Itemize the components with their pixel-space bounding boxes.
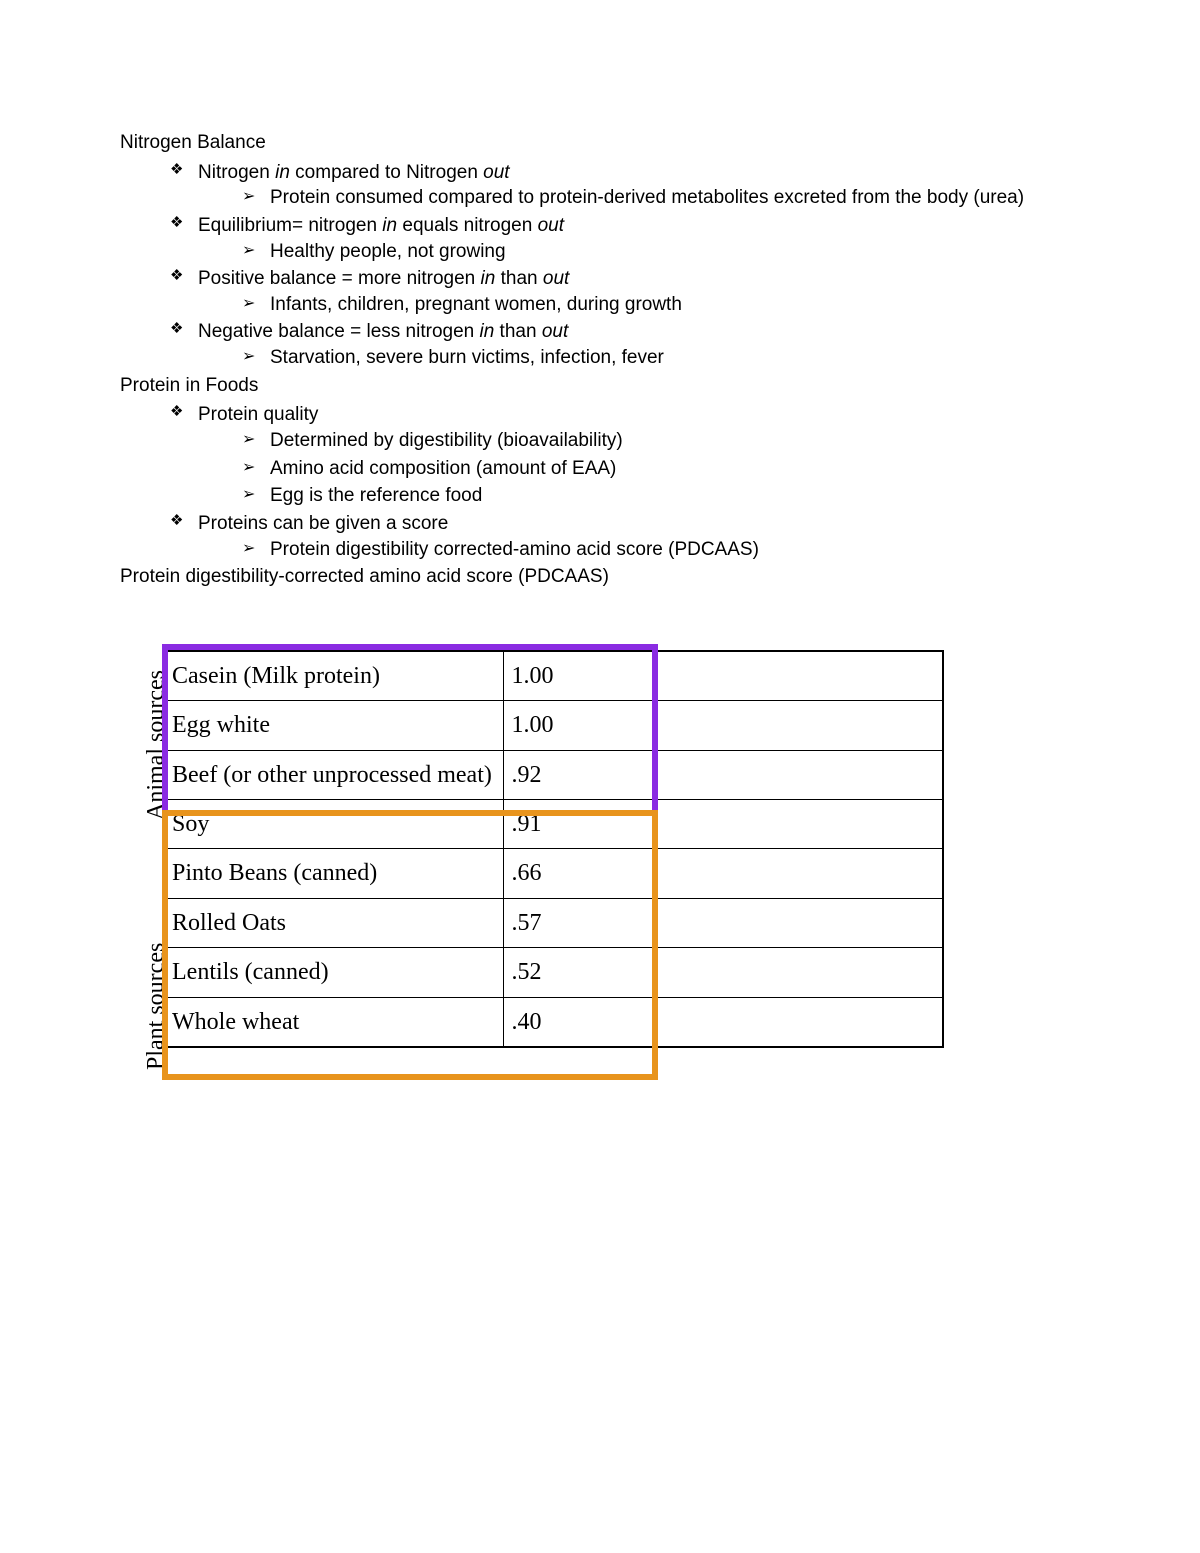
table-row: Whole wheat.40 [163,997,943,1047]
nitrogen-list: Nitrogen in compared to Nitrogen outProt… [120,160,1080,371]
sub-list: Protein consumed compared to protein-der… [198,185,1080,211]
animal-sources-label: Animal sources [140,670,172,820]
food-name-cell: Rolled Oats [163,898,503,947]
bullet-item: Proteins can be given a score Protein dig… [170,511,1080,562]
bullet-text: Negative balance = less nitrogen in than… [198,321,568,342]
score-cell: .57 [503,898,653,947]
sub-list: Protein digestibility corrected-amino ac… [198,537,1080,563]
food-name-cell: Lentils (canned) [163,948,503,997]
sub-list: Determined by digestibility (bioavailabi… [198,428,1080,509]
bullet-item: Negative balance = less nitrogen in than… [170,319,1080,370]
sub-item: Infants, children, pregnant women, durin… [242,292,1080,318]
bullet-text: Equilibrium= nitrogen in equals nitrogen… [198,215,564,236]
empty-cell [653,701,943,750]
food-name-cell: Casein (Milk protein) [163,651,503,701]
sub-item: Protein digestibility corrected-amino ac… [242,537,1080,563]
sub-item: Amino acid composition (amount of EAA) [242,456,1080,482]
pdcaas-table: Casein (Milk protein)1.00Egg white1.00Be… [162,650,944,1048]
pdcaas-heading: Protein digestibility-corrected amino ac… [120,564,1080,590]
table-row: Egg white1.00 [163,701,943,750]
bullet-item: Nitrogen in compared to Nitrogen outProt… [170,160,1080,211]
bullet-text: Protein quality [198,404,318,425]
table-row: Soy.91 [163,800,943,849]
sub-item: Healthy people, not growing [242,239,1080,265]
food-name-cell: Pinto Beans (canned) [163,849,503,898]
plant-sources-label: Plant sources [140,943,172,1070]
food-name-cell: Egg white [163,701,503,750]
sub-item: Determined by digestibility (bioavailabi… [242,428,1080,454]
table-row: Beef (or other unprocessed meat).92 [163,750,943,799]
table-row: Rolled Oats.57 [163,898,943,947]
score-cell: .92 [503,750,653,799]
food-name-cell: Beef (or other unprocessed meat) [163,750,503,799]
pdcaas-table-wrap: Animal sources Plant sources Casein (Mil… [120,650,1080,1048]
sub-item: Starvation, severe burn victims, infecti… [242,345,1080,371]
empty-cell [653,750,943,799]
sub-item: Protein consumed compared to protein-der… [242,185,1080,211]
food-name-cell: Whole wheat [163,997,503,1047]
bullet-text: Nitrogen in compared to Nitrogen out [198,162,510,183]
bullet-item: Positive balance = more nitrogen in than… [170,266,1080,317]
sub-list: Starvation, severe burn victims, infecti… [198,345,1080,371]
nitrogen-section: Nitrogen Balance Nitrogen in compared to… [120,130,1080,371]
bullet-item: Equilibrium= nitrogen in equals nitrogen… [170,213,1080,264]
table-row: Casein (Milk protein)1.00 [163,651,943,701]
empty-cell [653,948,943,997]
table-row: Pinto Beans (canned).66 [163,849,943,898]
empty-cell [653,800,943,849]
sub-list: Infants, children, pregnant women, durin… [198,292,1080,318]
bullet-item: Protein quality Determined by digestibili… [170,402,1080,509]
bullet-text: Proteins can be given a score [198,513,448,534]
sub-list: Healthy people, not growing [198,239,1080,265]
empty-cell [653,651,943,701]
protein-foods-heading: Protein in Foods [120,373,1080,399]
sub-item: Egg is the reference food [242,483,1080,509]
nitrogen-heading: Nitrogen Balance [120,130,1080,156]
score-cell: .52 [503,948,653,997]
empty-cell [653,898,943,947]
score-cell: .91 [503,800,653,849]
protein-foods-list: Protein quality Determined by digestibili… [120,402,1080,562]
food-name-cell: Soy [163,800,503,849]
score-cell: 1.00 [503,701,653,750]
score-cell: 1.00 [503,651,653,701]
protein-foods-section: Protein in Foods Protein quality Determin… [120,373,1080,562]
empty-cell [653,849,943,898]
vertical-labels: Animal sources Plant sources [116,650,152,1048]
bullet-text: Positive balance = more nitrogen in than… [198,268,569,289]
score-cell: .40 [503,997,653,1047]
table-row: Lentils (canned).52 [163,948,943,997]
score-cell: .66 [503,849,653,898]
empty-cell [653,997,943,1047]
